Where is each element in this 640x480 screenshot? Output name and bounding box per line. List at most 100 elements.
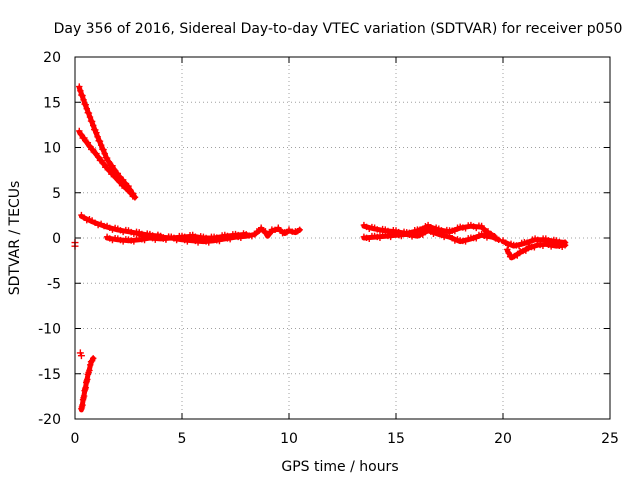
data-point <box>561 242 569 249</box>
data-marks <box>71 83 569 413</box>
data-point <box>82 101 89 108</box>
data-point <box>492 235 499 242</box>
data-point <box>101 150 108 157</box>
data-point <box>103 163 111 171</box>
data-point <box>243 231 250 238</box>
data-point <box>526 239 533 247</box>
data-point <box>86 113 94 121</box>
data-point <box>419 231 426 238</box>
y-tick-label: -15 <box>38 367 61 383</box>
data-point <box>87 361 94 369</box>
data-point <box>100 146 107 153</box>
data-point <box>473 235 480 242</box>
data-point <box>131 194 139 201</box>
series-segment-8-10h <box>253 224 303 239</box>
data-point <box>86 142 93 150</box>
data-point <box>484 228 492 235</box>
x-tick-label: 10 <box>280 431 298 447</box>
data-point <box>451 227 459 235</box>
data-point <box>87 358 95 365</box>
data-point <box>531 244 538 251</box>
data-point <box>100 160 107 167</box>
y-tick-label: 10 <box>43 141 61 157</box>
data-point <box>105 158 113 166</box>
data-point <box>111 166 118 173</box>
series-arc-lower <box>78 355 97 413</box>
data-point <box>79 92 86 99</box>
series-isolated-points <box>71 239 85 360</box>
data-point <box>489 232 496 240</box>
data-point <box>114 175 121 183</box>
data-point <box>110 170 117 178</box>
y-tick-label: 0 <box>52 231 61 247</box>
series-segment-13-19h-lower <box>360 226 502 245</box>
x-tick-label: 5 <box>178 431 187 447</box>
data-point <box>505 249 512 257</box>
axis-ticks: 0 5 10 15 20 25 -20 -15 -10 -5 0 5 10 15 20 <box>38 50 619 447</box>
data-point <box>83 105 90 112</box>
data-point <box>504 246 511 253</box>
data-point <box>534 240 541 248</box>
y-axis-label: SDTVAR / TECUs <box>7 181 23 296</box>
data-point <box>116 179 124 186</box>
data-point <box>127 189 134 197</box>
series-arc-upper-low <box>76 127 139 201</box>
data-point <box>76 83 83 90</box>
data-point <box>84 139 92 146</box>
data-point <box>103 154 111 162</box>
data-point <box>266 230 273 237</box>
x-axis-label: GPS time / hours <box>281 459 398 475</box>
data-point <box>80 392 88 400</box>
data-point <box>556 242 563 250</box>
data-point <box>89 145 97 153</box>
y-tick-label: 5 <box>52 186 61 202</box>
data-point <box>80 96 87 104</box>
y-tick-label: -20 <box>38 412 61 428</box>
data-point <box>88 118 96 125</box>
series-segment-20-23h-lower <box>504 239 569 261</box>
data-point <box>114 170 121 177</box>
data-point <box>76 127 83 135</box>
data-point <box>98 157 105 164</box>
data-point <box>125 186 132 193</box>
data-point <box>553 241 560 249</box>
data-point <box>94 221 102 229</box>
data-point <box>77 352 85 360</box>
data-point <box>296 226 303 234</box>
data-point <box>77 131 85 138</box>
data-point <box>97 141 105 149</box>
data-point <box>119 176 127 183</box>
data-point <box>271 226 279 234</box>
data-point <box>86 367 93 374</box>
data-point <box>106 167 113 174</box>
data-point <box>514 252 521 259</box>
x-tick-label: 15 <box>387 431 405 447</box>
data-point <box>89 355 97 362</box>
x-tick-label: 25 <box>601 431 619 447</box>
data-point <box>94 153 102 161</box>
x-tick-label: 20 <box>494 431 512 447</box>
data-point <box>94 133 101 140</box>
y-tick-label: 20 <box>43 50 61 66</box>
data-point <box>93 129 100 136</box>
data-point <box>285 226 293 233</box>
data-point <box>85 109 93 117</box>
data-point <box>522 247 530 254</box>
data-point <box>109 162 116 169</box>
data-point <box>81 134 88 142</box>
data-point <box>121 182 128 189</box>
series-segment-13-19h-upper <box>360 221 498 240</box>
data-point <box>89 122 97 129</box>
chart-title: Day 356 of 2016, Sidereal Day-to-day VTE… <box>54 21 623 37</box>
y-tick-label: -10 <box>38 322 61 338</box>
data-point <box>536 241 544 249</box>
data-point <box>262 228 269 235</box>
y-tick-label: 15 <box>43 95 61 111</box>
series-main-track-b <box>136 229 250 243</box>
data-point <box>93 150 100 157</box>
data-point <box>96 137 104 145</box>
data-point <box>79 401 86 409</box>
data-point <box>77 87 84 94</box>
y-tick-label: -5 <box>47 276 61 292</box>
